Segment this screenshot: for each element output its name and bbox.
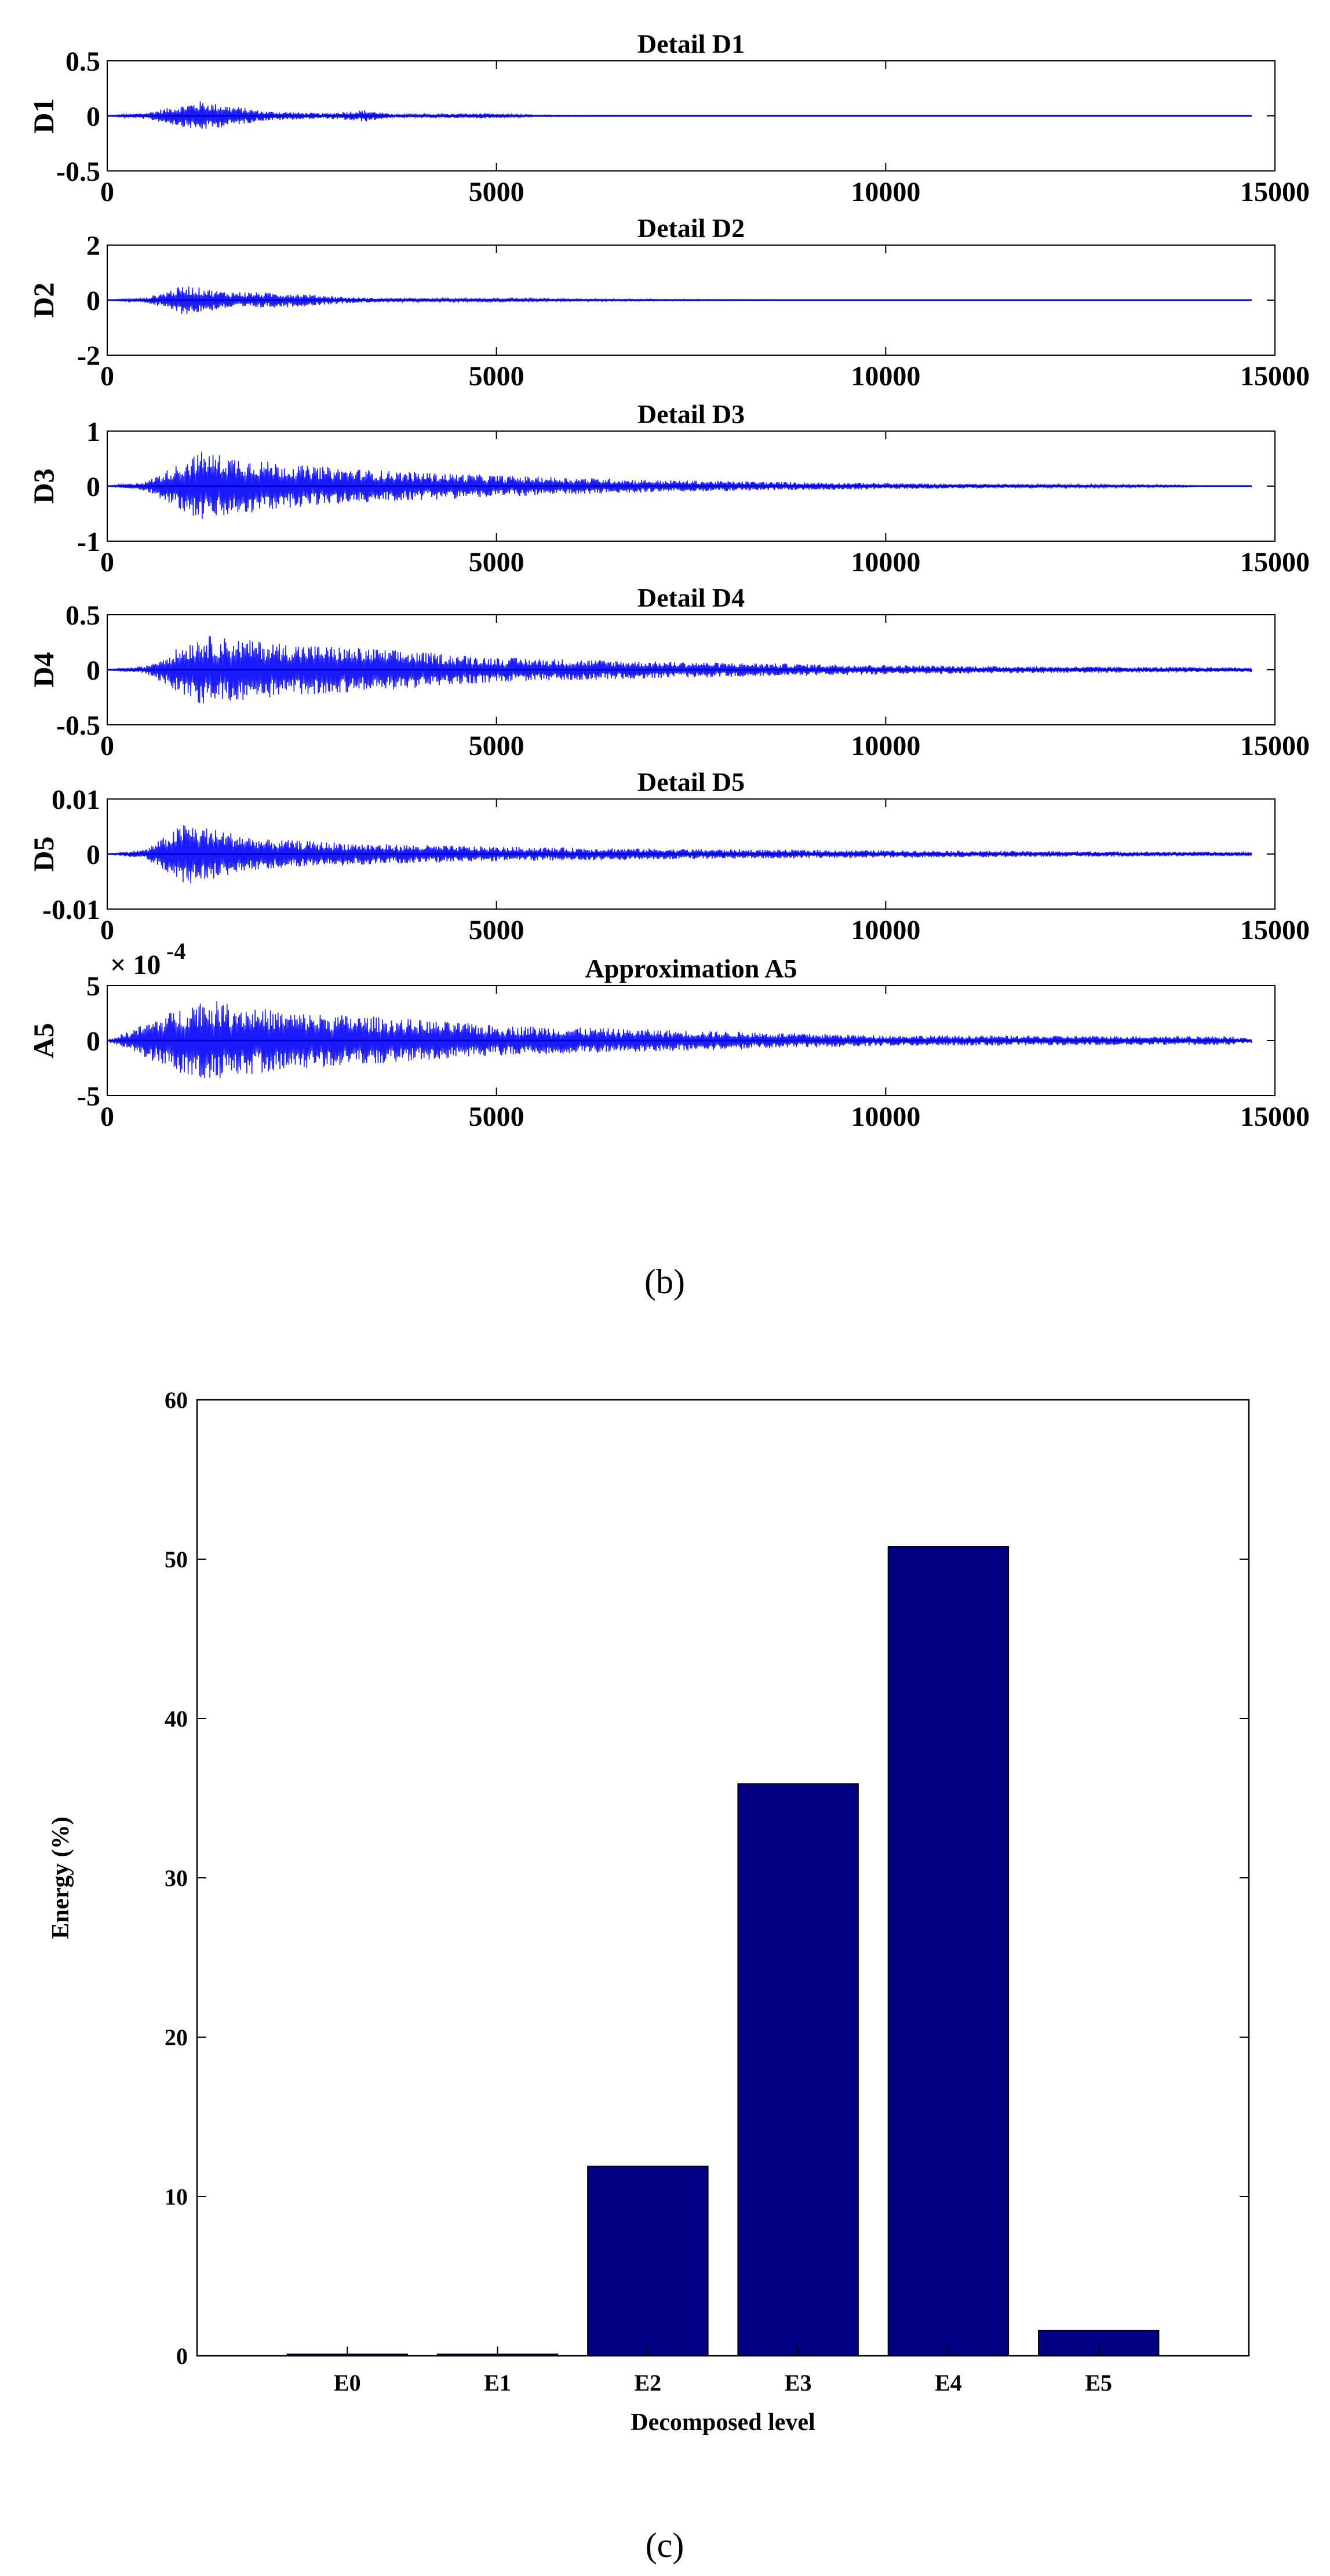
x-tick-label: 15000 [1240, 915, 1310, 946]
y-tick-label: 0.01 [52, 785, 100, 815]
y-multiplier-base: × 10 [110, 950, 161, 980]
x-axis-label: Decomposed level [631, 2409, 815, 2436]
energy-bar-e3 [737, 1783, 859, 2356]
subplot-title: Detail D4 [637, 583, 745, 612]
x-tick-label: 5000 [469, 915, 524, 946]
energy-bar-e4 [887, 1546, 1010, 2356]
y-tick-label: 0 [86, 472, 100, 502]
subplot-title: Detail D1 [637, 29, 745, 59]
x-tick-label: 15000 [1240, 731, 1310, 761]
y-axis-label: D1 [27, 98, 60, 133]
y-tick-label: 40 [165, 1706, 188, 1732]
y-tick-label: -0.5 [56, 710, 100, 741]
x-tick-label: 15000 [1240, 177, 1310, 207]
y-tick-label: 20 [165, 2024, 188, 2050]
subplot-title: Detail D5 [637, 767, 745, 797]
y-tick-label: 5 [86, 971, 100, 1002]
x-tick-label: 10000 [851, 915, 920, 946]
x-tick-label: E4 [935, 2370, 962, 2396]
y-tick-label: 1 [86, 417, 100, 447]
x-tick-label: 10000 [851, 547, 920, 578]
x-tick-label: 5000 [469, 177, 524, 207]
y-tick-label: 50 [165, 1546, 188, 1572]
y-tick-label: 0 [86, 286, 100, 316]
y-axis-label: Energy (%) [48, 1816, 74, 1939]
x-tick-label: E3 [785, 2370, 812, 2396]
x-tick-label: 5000 [469, 547, 524, 578]
y-tick-label: 0 [86, 1026, 100, 1057]
x-tick-label: 5000 [469, 731, 524, 761]
y-tick-label: 0 [86, 101, 100, 132]
y-tick-label: -0.01 [42, 895, 100, 925]
y-tick-label: 2 [86, 231, 100, 261]
x-tick-label: 0 [100, 547, 114, 578]
x-tick-label: 0 [100, 177, 114, 207]
x-tick-label: 10000 [851, 361, 920, 392]
x-tick-label: E1 [484, 2370, 511, 2396]
x-tick-label: E2 [635, 2370, 662, 2396]
energy-bar-e2 [587, 2165, 709, 2356]
subplot-title: Approximation A5 [585, 954, 797, 983]
y-axis-label: A5 [27, 1023, 60, 1058]
y-axis-label: D4 [27, 652, 60, 687]
x-tick-label: 10000 [851, 1101, 920, 1132]
y-tick-label: 0 [86, 655, 100, 686]
y-axis-label: D5 [27, 836, 60, 871]
subplot-title: Detail D3 [637, 399, 745, 429]
y-axis-label: D2 [27, 282, 60, 318]
x-tick-label: 0 [100, 1101, 114, 1132]
x-tick-label: 15000 [1240, 1101, 1310, 1132]
panel-b-label: (b) [644, 1263, 685, 1301]
x-tick-label: E5 [1085, 2370, 1112, 2396]
y-multiplier-exponent: -4 [166, 938, 185, 964]
x-tick-label: 0 [100, 361, 114, 392]
y-tick-label: 0.5 [65, 600, 100, 631]
y-tick-label: 0.5 [65, 46, 100, 77]
x-tick-label: 0 [100, 915, 114, 946]
x-tick-label: 15000 [1240, 361, 1310, 392]
subplot-title: Detail D2 [637, 213, 745, 243]
y-tick-label: -0.5 [56, 156, 100, 187]
y-tick-label: -5 [77, 1081, 100, 1112]
x-tick-label: 15000 [1240, 547, 1310, 578]
x-tick-label: 5000 [469, 361, 524, 392]
x-tick-label: 10000 [851, 731, 920, 761]
panel-c-energy-bar-chart: 0 10 20 30 40 50 60 E0 E1 E2 E3 E4 E5 Decomposed leve… [48, 1387, 1250, 2436]
x-tick-label: 10000 [851, 177, 920, 207]
y-axis-label: D3 [27, 468, 60, 503]
y-tick-label: 0 [86, 840, 100, 870]
x-tick-label: E0 [334, 2370, 361, 2396]
x-tick-label: 5000 [469, 1101, 524, 1132]
y-tick-label: 60 [165, 1387, 188, 1413]
y-tick-label: -1 [77, 527, 100, 557]
y-tick-label: 0 [176, 2343, 188, 2369]
y-tick-label: -2 [77, 341, 100, 371]
y-tick-label: 30 [165, 1865, 188, 1891]
x-tick-label: 0 [100, 731, 114, 761]
panel-c-label: (c) [646, 2526, 684, 2564]
y-tick-label: 10 [165, 2184, 188, 2210]
